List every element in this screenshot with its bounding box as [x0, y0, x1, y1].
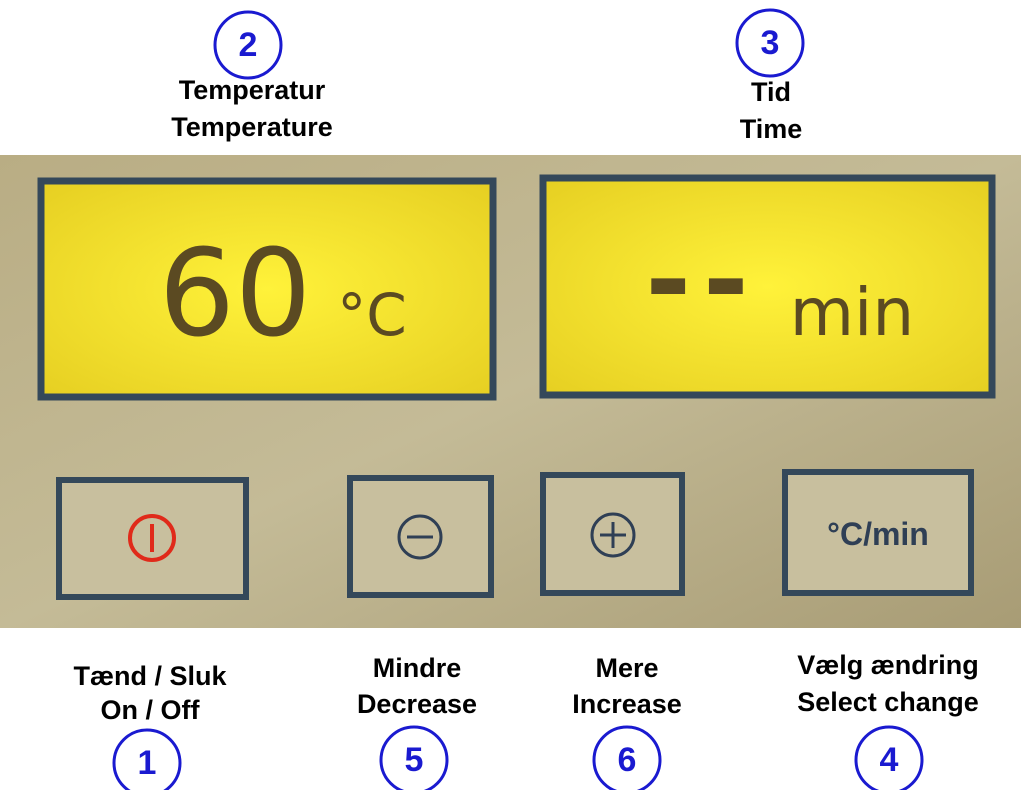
danish-label: Tid: [751, 77, 791, 107]
callout-number: 1: [138, 744, 157, 782]
callout-number: 2: [239, 26, 258, 64]
callout-number: 3: [761, 24, 780, 62]
danish-label: Temperatur: [179, 75, 326, 105]
english-label: Temperature: [171, 112, 333, 142]
temperature-unit: °C: [337, 281, 407, 349]
select-change-button[interactable]: °C/min: [785, 472, 971, 593]
increase-button[interactable]: [543, 475, 682, 593]
danish-label: Tænd / Sluk: [73, 661, 227, 691]
callout-number: 5: [405, 741, 424, 779]
decrease-button[interactable]: [350, 478, 491, 595]
time-display: [543, 178, 992, 395]
english-label: Time: [740, 114, 803, 144]
danish-label: Mindre: [373, 653, 462, 683]
english-label: Select change: [797, 687, 979, 717]
english-label: Decrease: [357, 689, 477, 719]
callout-number: 6: [618, 741, 637, 779]
on-off-button[interactable]: [59, 480, 246, 597]
control-panel-figure: 60 °C -- min °C/min 2 Temperatur Temperatu…: [0, 0, 1021, 790]
callout-number: 4: [880, 741, 899, 779]
english-label: Increase: [572, 689, 682, 719]
button-label: °C/min: [827, 516, 929, 552]
danish-label: Mere: [595, 653, 658, 683]
english-label: On / Off: [101, 695, 201, 725]
time-reading: --: [645, 216, 760, 344]
danish-label: Vælg ændring: [797, 650, 979, 680]
temperature-reading: 60: [159, 225, 312, 364]
time-unit: min: [790, 274, 914, 351]
